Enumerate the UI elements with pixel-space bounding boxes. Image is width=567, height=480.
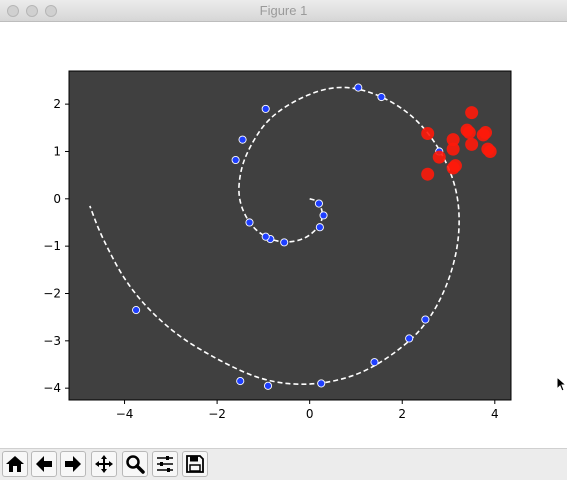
magnifier-icon <box>126 455 145 474</box>
scatter-point-series-2 <box>479 126 493 140</box>
scatter-point-series-1 <box>280 238 289 247</box>
scatter-point-series-2 <box>432 150 446 164</box>
home-button[interactable] <box>2 451 28 477</box>
scatter-point-series-1 <box>319 211 328 220</box>
scatter-point-series-1 <box>377 92 386 102</box>
scatter-point-series-1 <box>315 223 324 232</box>
axes-area[interactable] <box>68 70 512 401</box>
figure-canvas[interactable]: −4 −2 0 2 4 2 1 0 −1 −2 −3 −4 <box>0 22 567 448</box>
x-tick-label: 0 <box>306 407 314 421</box>
x-tick-label: 2 <box>398 407 406 421</box>
y-tick-label: 2 <box>53 97 61 111</box>
scatter-point-series-2 <box>421 126 435 140</box>
move-icon <box>95 455 113 473</box>
scatter-point-series-1 <box>231 155 240 165</box>
scatter-point-series-2 <box>446 133 460 147</box>
zoom-button[interactable] <box>122 451 148 477</box>
scatter-point-series-2 <box>465 137 479 151</box>
y-tick-label: −4 <box>43 381 61 395</box>
navigation-toolbar <box>0 448 567 480</box>
window-titlebar: Figure 1 <box>0 0 567 22</box>
y-tick-label: −3 <box>43 334 61 348</box>
scatter-point-series-2 <box>448 159 462 173</box>
scatter-point-series-2 <box>446 142 460 156</box>
y-tick-label: 1 <box>53 144 61 158</box>
scatter-point-series-2 <box>465 106 479 120</box>
save-button[interactable] <box>182 451 208 477</box>
y-tick-label: −2 <box>43 286 61 300</box>
y-tick-label: 0 <box>53 192 61 206</box>
scatter-point-series-1 <box>261 232 270 241</box>
chart[interactable]: −4 −2 0 2 4 2 1 0 −1 −2 −3 −4 <box>0 22 567 448</box>
x-tick-label: −2 <box>208 407 226 421</box>
arrow-left-icon <box>36 456 52 472</box>
scatter-point-series-1 <box>245 218 254 227</box>
scatter-point-series-2 <box>483 144 497 158</box>
configure-subplots-button[interactable] <box>152 451 178 477</box>
x-tick-label: 4 <box>491 407 499 421</box>
scatter-point-series-1 <box>405 334 414 343</box>
window-title: Figure 1 <box>259 3 308 18</box>
scatter-point-series-2 <box>421 167 435 181</box>
floppy-disk-icon <box>186 455 204 473</box>
y-tick-label: −1 <box>43 239 61 253</box>
pan-button[interactable] <box>91 451 117 477</box>
scatter-point-series-1 <box>238 135 247 144</box>
scatter-point-series-1 <box>354 83 363 92</box>
scatter-point-series-1 <box>314 199 323 208</box>
x-tick-label: −4 <box>116 407 134 421</box>
scatter-point-series-1 <box>421 315 430 324</box>
forward-button[interactable] <box>60 451 86 477</box>
scatter-point-series-2 <box>462 126 476 140</box>
back-button[interactable] <box>31 451 57 477</box>
close-window-button[interactable] <box>7 5 19 17</box>
arrow-right-icon <box>65 456 81 472</box>
scatter-point-series-1 <box>317 379 326 388</box>
home-icon <box>6 456 24 472</box>
spiral-dashed-line <box>89 86 460 386</box>
zoom-window-button[interactable] <box>45 5 57 17</box>
scatter-point-series-1 <box>132 306 141 315</box>
scatter-point-series-1 <box>261 104 270 113</box>
mouse-cursor-icon <box>556 376 566 392</box>
scatter-point-series-1 <box>370 358 379 367</box>
sliders-icon <box>157 456 173 472</box>
scatter-point-series-1 <box>236 377 245 386</box>
minimize-window-button[interactable] <box>26 5 38 17</box>
scatter-point-series-1 <box>263 381 273 390</box>
